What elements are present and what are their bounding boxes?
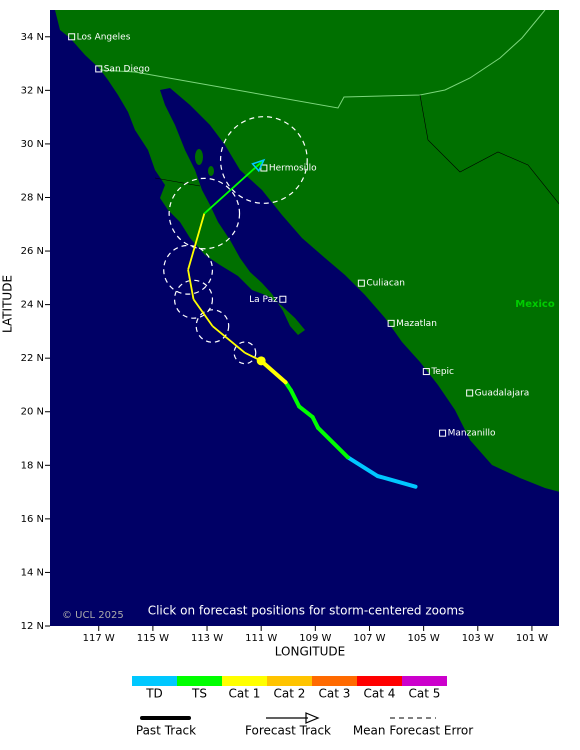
y-tick-label: 22 N bbox=[21, 353, 44, 364]
x-axis-title: LONGITUDE bbox=[275, 645, 345, 659]
city-label: San Diego bbox=[104, 64, 150, 74]
island bbox=[195, 149, 203, 165]
y-tick-label: 26 N bbox=[21, 246, 44, 257]
y-tick-label: 28 N bbox=[21, 192, 44, 203]
copyright: © UCL 2025 bbox=[62, 610, 124, 621]
intensity-label: Cat 5 bbox=[409, 687, 441, 701]
city-label: Los Angeles bbox=[77, 32, 131, 42]
legend-forecast-arrow bbox=[305, 712, 320, 724]
intensity-label: TS bbox=[191, 687, 207, 701]
past-track-segment bbox=[316, 425, 350, 460]
past-track-segment bbox=[310, 415, 321, 430]
state-border bbox=[419, 94, 559, 205]
state-border bbox=[154, 177, 201, 187]
intensity-label: TD bbox=[145, 687, 163, 701]
past-track-segment bbox=[345, 455, 380, 479]
y-tick-label: 14 N bbox=[21, 567, 44, 578]
y-tick-label: 20 N bbox=[21, 407, 44, 418]
intensity-swatch bbox=[222, 676, 267, 686]
island bbox=[208, 166, 214, 176]
city-marker bbox=[68, 33, 76, 41]
city-marker bbox=[387, 319, 395, 327]
past-track-segment bbox=[375, 474, 418, 489]
current-position bbox=[256, 356, 266, 366]
intensity-label: Cat 4 bbox=[364, 687, 396, 701]
forecast-error-circle bbox=[163, 244, 214, 295]
tracks: Los Angeles San Diego Hermosillo Culiacan La… bbox=[68, 32, 555, 489]
intensity-label: Cat 1 bbox=[229, 687, 261, 701]
city-label: La Paz bbox=[249, 295, 278, 305]
legend-label: Forecast Track bbox=[245, 724, 331, 738]
x-tick-label: 103 W bbox=[462, 633, 494, 644]
x-tick-label: 105 W bbox=[408, 633, 440, 644]
forecast-track-segment bbox=[192, 298, 214, 327]
border bbox=[99, 10, 546, 109]
region-label: Mexico bbox=[515, 299, 555, 310]
city-marker bbox=[279, 295, 287, 303]
city-label: Manzanillo bbox=[448, 429, 496, 439]
intensity-label: Cat 2 bbox=[274, 687, 306, 701]
land-mass bbox=[55, 10, 559, 492]
legend-label: Mean Forecast Error bbox=[353, 724, 473, 738]
y-tick-label: 12 N bbox=[21, 621, 44, 632]
x-tick-label: 107 W bbox=[353, 633, 385, 644]
city-marker bbox=[95, 65, 103, 73]
y-tick-label: 16 N bbox=[21, 514, 44, 525]
y-tick-label: 30 N bbox=[21, 139, 44, 150]
forecast-track-segment bbox=[211, 325, 246, 354]
city-label: Guadalajara bbox=[475, 388, 530, 398]
city-label: Mazatlan bbox=[396, 319, 437, 329]
intensity-swatch bbox=[132, 676, 177, 686]
city-marker bbox=[422, 368, 430, 376]
y-axis-title: LATITUDE bbox=[1, 275, 15, 333]
land bbox=[55, 10, 559, 492]
forecast-arrow bbox=[251, 158, 266, 173]
x-tick-label: 113 W bbox=[191, 633, 223, 644]
legend-label: Past Track bbox=[136, 724, 196, 738]
y-tick-label: 18 N bbox=[21, 460, 44, 471]
past-track-segment bbox=[288, 388, 302, 409]
forecast-error-circle bbox=[233, 341, 257, 365]
forecast-track-segment bbox=[187, 269, 195, 300]
city-marker bbox=[439, 429, 447, 437]
intensity-swatch bbox=[177, 676, 222, 686]
forecast-track-segment bbox=[203, 159, 265, 215]
intensity-swatch bbox=[402, 676, 447, 686]
x-tick-label: 111 W bbox=[245, 633, 277, 644]
x-tick-label: 109 W bbox=[299, 633, 331, 644]
forecast-error-circle bbox=[173, 279, 214, 319]
intensity-swatch bbox=[267, 676, 312, 686]
intensity-swatch bbox=[357, 676, 402, 686]
forecast-error-circle bbox=[168, 177, 241, 250]
x-tick-label: 115 W bbox=[137, 633, 169, 644]
y-tick-label: 24 N bbox=[21, 300, 44, 311]
city-label: Hermosillo bbox=[269, 164, 317, 174]
note: Click on forecast positions for storm-ce… bbox=[148, 604, 465, 618]
city-label: Tepic bbox=[430, 367, 454, 377]
x-tick-label: 117 W bbox=[83, 633, 115, 644]
forecast-error-circle bbox=[195, 309, 230, 343]
past-track-segment bbox=[259, 358, 288, 385]
city-marker bbox=[357, 279, 365, 287]
forecast-track-segment bbox=[187, 213, 206, 271]
intensity-label: Cat 3 bbox=[319, 687, 351, 701]
intensity-swatch bbox=[312, 676, 357, 686]
past-track-segment bbox=[297, 404, 315, 420]
forecast-error-circle bbox=[219, 116, 308, 204]
city-marker bbox=[466, 389, 474, 397]
city-label: Culiacan bbox=[366, 279, 405, 289]
y-tick-label: 34 N bbox=[21, 32, 44, 43]
y-tick-label: 32 N bbox=[21, 85, 44, 96]
x-tick-label: 101 W bbox=[516, 633, 548, 644]
